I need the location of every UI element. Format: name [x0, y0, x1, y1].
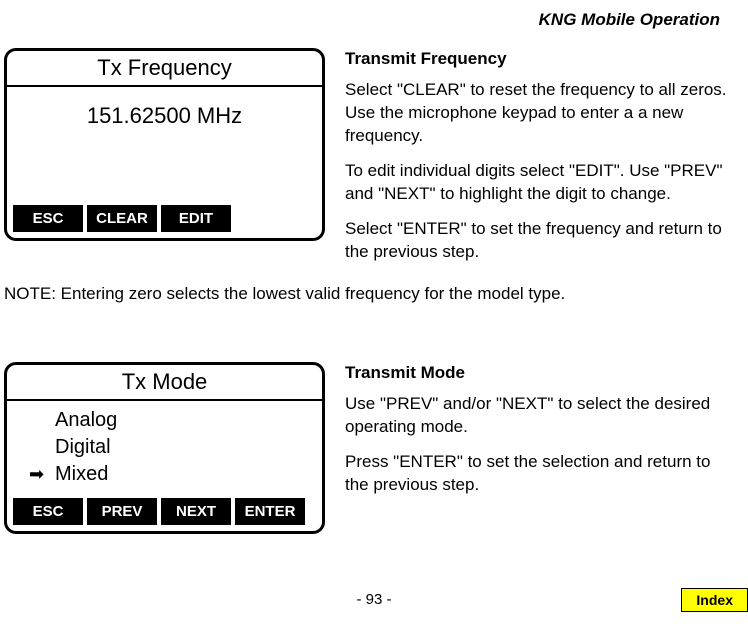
mode-option-mixed[interactable]: ➡ Mixed: [55, 461, 310, 488]
index-tab[interactable]: Index: [681, 588, 748, 612]
mode-list: Analog Digital ➡ Mixed: [55, 407, 310, 488]
paragraph: Select "CLEAR" to reset the frequency to…: [345, 79, 738, 148]
next-button[interactable]: NEXT: [161, 498, 231, 525]
panel-tx-mode: Tx Mode Analog Digital ➡ Mixed ESC PREV …: [4, 362, 325, 534]
panel-body: 151.62500 MHz: [7, 87, 322, 205]
esc-button[interactable]: ESC: [13, 498, 83, 525]
panel-tx-frequency: Tx Frequency 151.62500 MHz ESC CLEAR EDI…: [4, 48, 325, 241]
mode-option-analog[interactable]: Analog: [55, 407, 310, 434]
button-row: ESC CLEAR EDIT: [7, 205, 322, 238]
prev-button[interactable]: PREV: [87, 498, 157, 525]
enter-button[interactable]: ENTER: [235, 498, 305, 525]
paragraph: Press "ENTER" to set the selection and r…: [345, 451, 738, 497]
pointer-icon: ➡: [29, 462, 44, 486]
section-tx-mode: Tx Mode Analog Digital ➡ Mixed ESC PREV …: [0, 362, 748, 534]
heading: Transmit Mode: [345, 362, 738, 385]
clear-button[interactable]: CLEAR: [87, 205, 157, 232]
mode-label: Analog: [55, 409, 117, 431]
esc-button[interactable]: ESC: [13, 205, 83, 232]
button-row: ESC PREV NEXT ENTER: [7, 498, 322, 531]
page-number: - 93 -: [0, 591, 748, 608]
description-tx-mode: Transmit Mode Use "PREV" and/or "NEXT" t…: [345, 362, 738, 509]
panel-body: Analog Digital ➡ Mixed: [7, 401, 322, 498]
note-text: NOTE: Entering zero selects the lowest v…: [4, 284, 720, 304]
description-tx-frequency: Transmit Frequency Select "CLEAR" to res…: [345, 48, 738, 276]
mode-label: Mixed: [55, 463, 108, 485]
frequency-value: 151.62500 MHz: [19, 103, 310, 129]
paragraph: Select "ENTER" to set the frequency and …: [345, 218, 738, 264]
section-tx-frequency: Tx Frequency 151.62500 MHz ESC CLEAR EDI…: [0, 48, 748, 276]
paragraph: To edit individual digits select "EDIT".…: [345, 160, 738, 206]
paragraph: Use "PREV" and/or "NEXT" to select the d…: [345, 393, 738, 439]
edit-button[interactable]: EDIT: [161, 205, 231, 232]
heading: Transmit Frequency: [345, 48, 738, 71]
mode-option-digital[interactable]: Digital: [55, 434, 310, 461]
panel-title: Tx Frequency: [7, 51, 322, 87]
mode-label: Digital: [55, 436, 111, 458]
page-header-title: KNG Mobile Operation: [539, 10, 720, 30]
panel-title: Tx Mode: [7, 365, 322, 401]
